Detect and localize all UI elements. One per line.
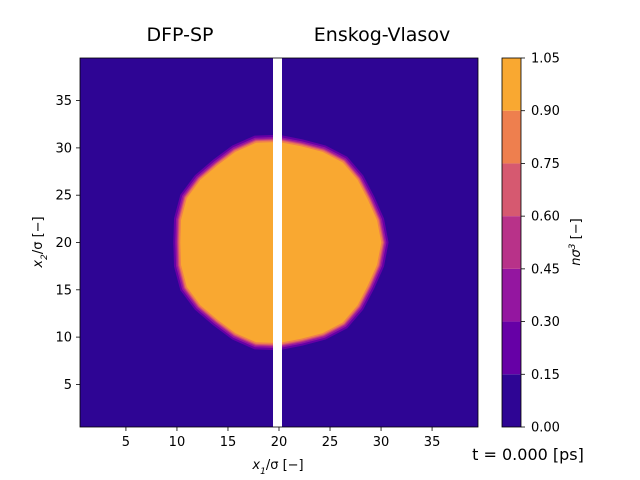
y-axis-label: x2/σ [−] xyxy=(31,216,50,268)
time-label: t = 0.000 [ps] xyxy=(472,445,584,464)
y-tick-label: 30 xyxy=(55,141,72,156)
colorbar-tick-label: 0.30 xyxy=(531,315,560,330)
x-tick-label: 25 xyxy=(322,435,339,450)
colorbar-label: nσ3 [−] xyxy=(568,218,584,265)
colorbar-frame xyxy=(501,57,522,428)
title-right: Enskog-Vlasov xyxy=(314,24,450,46)
y-tick-label: 5 xyxy=(64,378,72,393)
x-tick-label: 5 xyxy=(122,435,130,450)
y-tick-label: 10 xyxy=(55,331,72,346)
y-tick-label: 35 xyxy=(55,94,72,109)
colorbar-band xyxy=(502,216,521,269)
density-map xyxy=(79,57,479,428)
colorbar-tick-label: 1.05 xyxy=(531,52,560,67)
y-tick-label: 25 xyxy=(55,189,72,204)
x-axis-label: x1/σ [−] xyxy=(251,458,303,477)
title-left: DFP-SP xyxy=(147,24,214,46)
colorbar-tick-label: 0.00 xyxy=(531,421,560,436)
x-tick-label: 30 xyxy=(373,435,390,450)
x-axis-ticks: 5 10 15 20 25 30 35 xyxy=(122,427,441,450)
colorbar-band xyxy=(502,163,521,217)
x-tick-label: 15 xyxy=(220,435,237,450)
colorbar-tick-label: 0.75 xyxy=(531,157,560,172)
colorbar-tick-label: 0.15 xyxy=(531,368,560,383)
colorbar-band xyxy=(502,110,521,164)
colorbar-tick-label: 0.45 xyxy=(531,262,560,277)
x-tick-label: 35 xyxy=(424,435,441,450)
y-axis-ticks: 5 10 15 20 25 30 35 xyxy=(55,94,80,393)
colorbar-band xyxy=(502,58,521,111)
x-tick-label: 10 xyxy=(169,435,186,450)
panel-separator xyxy=(273,58,282,427)
colorbar-band xyxy=(502,374,521,427)
colorbar xyxy=(501,57,522,428)
colorbar-band xyxy=(502,321,521,375)
y-tick-label: 20 xyxy=(55,236,72,251)
y-tick-label: 15 xyxy=(55,283,72,298)
x-tick-label: 20 xyxy=(271,435,288,450)
colorbar-tick-label: 0.90 xyxy=(531,104,560,119)
colorbar-tick-label: 0.60 xyxy=(531,210,560,225)
colorbar-band xyxy=(502,268,521,322)
colorbar-ticks: 0.00 0.15 0.30 0.45 0.60 0.75 0.90 1.05 xyxy=(521,52,560,436)
